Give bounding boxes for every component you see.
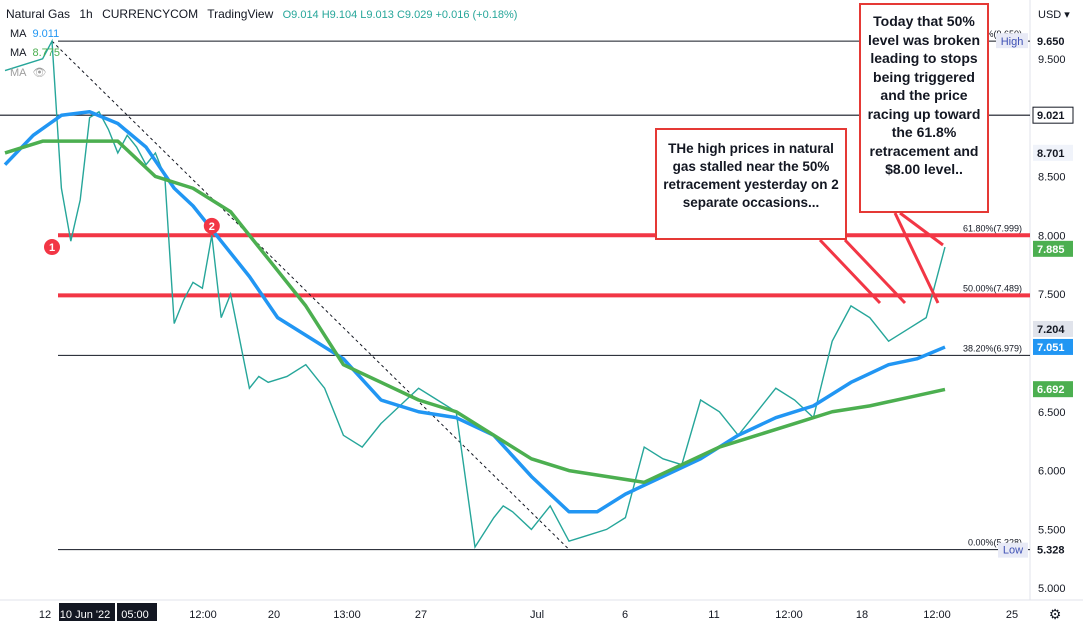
y-tick-label: 5.500: [1038, 524, 1066, 536]
price-badge: [1033, 338, 1073, 355]
annotation-stalled-at-50: THe high prices in natural gas stalled n…: [655, 128, 847, 240]
x-tick-label: 25: [1006, 609, 1018, 621]
x-tick-label: 20: [268, 609, 280, 621]
annotation-arrow: [818, 238, 882, 305]
ohlc-readout: O9.014 H9.104 L9.013 C9.029 +0.016 (+0.1…: [282, 9, 518, 21]
crosshair-time-badge: [117, 603, 157, 621]
price-badge-label: 8.701: [1037, 148, 1065, 160]
high-tag-label: High: [1001, 36, 1024, 48]
y-tick-label: 6.000: [1038, 466, 1066, 478]
y-tick-label: 6.500: [1038, 407, 1066, 419]
marker-label: 2: [209, 221, 215, 233]
fib-label: 61.80%(7.999): [963, 223, 1022, 233]
x-tick-label: 12: [39, 609, 51, 621]
x-tick-label: 13:00: [333, 609, 361, 621]
price-badge-label: 7.885: [1037, 244, 1065, 256]
x-tick-label: 6: [622, 609, 628, 621]
price-badge-label: 6.692: [1037, 384, 1065, 396]
symbol-name[interactable]: Natural Gas: [6, 7, 71, 21]
platform-label: TradingView: [207, 7, 274, 21]
price-badge-label: 7.204: [1037, 324, 1065, 336]
price-badge: [1033, 320, 1073, 337]
price-badge-label: 5.328: [1037, 545, 1065, 557]
fib-label: 100.00%(9.650): [958, 29, 1022, 39]
ma-green-legend[interactable]: MA 8.775: [10, 47, 61, 59]
annotation-arrow: [893, 212, 940, 304]
price-badge-label: 9.650: [1037, 36, 1065, 48]
x-tick-label: 11: [708, 609, 719, 621]
x-tick-label: 12:00: [189, 609, 217, 621]
fib-label: 50.00%(7.489): [963, 283, 1022, 293]
high-tag: [996, 33, 1028, 49]
low-tag-label: Low: [1003, 545, 1023, 557]
ma-green-line: [4, 139, 946, 485]
marker-label: 1: [49, 242, 55, 254]
eye-off-icon[interactable]: 👁: [32, 67, 47, 79]
source-label: CURRENCYCOM: [102, 7, 199, 21]
price-badge: [1033, 240, 1073, 257]
price-badge-label: 7.051: [1037, 342, 1065, 354]
fib-label: 38.20%(6.979): [963, 343, 1022, 353]
x-tick-label: 05:00: [121, 609, 149, 621]
ma-blue-line: [3, 110, 946, 514]
ma-hidden-legend[interactable]: MA 👁: [10, 67, 47, 79]
price-badge: [1033, 541, 1073, 558]
low-tag: [998, 542, 1028, 558]
y-tick-label: 8.000: [1038, 230, 1066, 242]
annotation-arrow: [843, 238, 907, 305]
annotation-broke-50: Today that 50% level was broken leading …: [859, 3, 989, 213]
marker-circle: [44, 239, 60, 256]
y-tick-label: 9.500: [1038, 54, 1066, 66]
x-tick-label: 10 Jun '22: [60, 609, 110, 621]
price-badge-label: 9.021: [1037, 110, 1065, 122]
chart-header: Natural Gas 1h CURRENCYCOM TradingView O…: [6, 7, 523, 21]
price-badge: [1033, 33, 1073, 50]
x-tick-label: 12:00: [923, 609, 951, 621]
x-tick-label: Jul: [530, 609, 544, 621]
y-tick-label: 8.500: [1038, 171, 1066, 183]
x-tick-label: 18: [856, 609, 868, 621]
interval-label[interactable]: 1h: [79, 7, 93, 21]
annotation-arrow: [899, 211, 944, 247]
x-tick-label: 27: [415, 609, 427, 621]
y-tick-label: 5.000: [1038, 583, 1066, 595]
gear-icon: ⚙: [1049, 607, 1062, 623]
y-tick-label: 7.500: [1038, 289, 1066, 301]
price-badge: [1033, 381, 1073, 398]
fib-label: 0.00%(5.328): [968, 538, 1022, 548]
marker-circle: [203, 217, 220, 234]
price-badge: [1033, 144, 1073, 161]
x-tick-label: 12:00: [775, 609, 803, 621]
price-badge: [1032, 106, 1074, 124]
crosshair-time-badge: [59, 603, 115, 621]
trend-line: [51, 40, 570, 550]
ma-blue-legend[interactable]: MA 9.011: [10, 28, 60, 40]
currency-label: USD ▾: [1038, 9, 1070, 21]
